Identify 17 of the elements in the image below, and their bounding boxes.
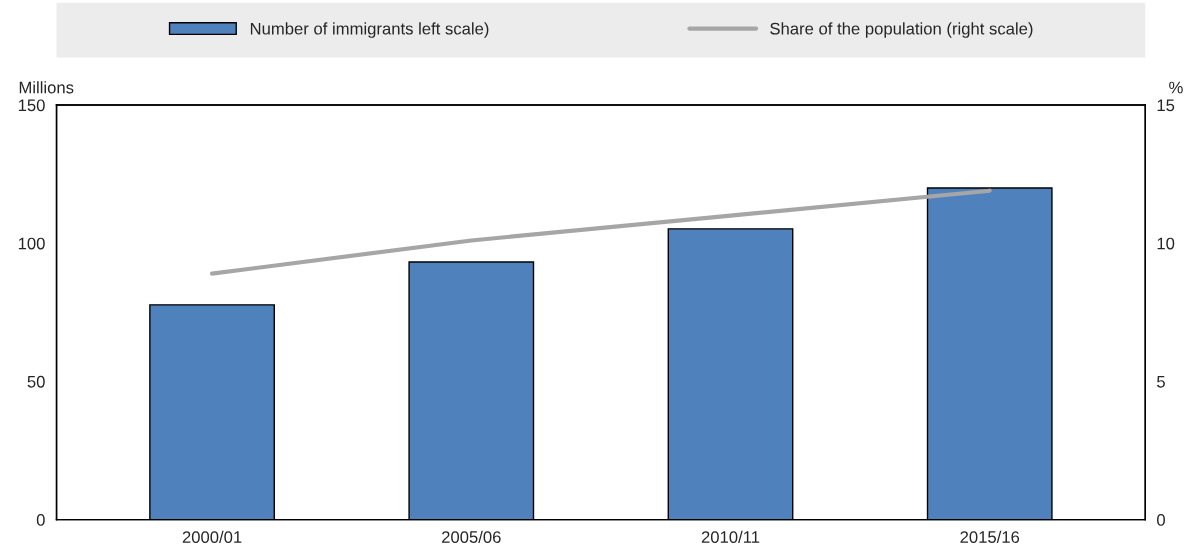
legend-label: Share of the population (right scale) <box>770 22 1033 38</box>
y-tick-label: 150 <box>18 99 45 112</box>
legend-label: Number of immigrants left scale) <box>250 22 489 38</box>
x-tick-label: 2010/11 <box>701 530 760 543</box>
x-tick-label: 2015/16 <box>960 530 1020 543</box>
y-axis-title: Millions <box>19 81 74 94</box>
y2-tick-label: 15 <box>1157 99 1175 112</box>
y-tick-label: 100 <box>18 237 45 250</box>
y2-tick-label: 5 <box>1157 376 1165 388</box>
y-tick-label: 50 <box>27 375 45 388</box>
line-series <box>209 188 992 276</box>
y2-tick-label: 0 <box>1157 514 1165 526</box>
y2-tick-label: 10 <box>1157 237 1175 250</box>
x-tick-label: 2000/01 <box>182 530 242 543</box>
y-tick-label: 0 <box>36 514 45 526</box>
x-tick-label: 2005/06 <box>442 530 501 543</box>
y2-axis-title: % <box>1169 81 1183 94</box>
